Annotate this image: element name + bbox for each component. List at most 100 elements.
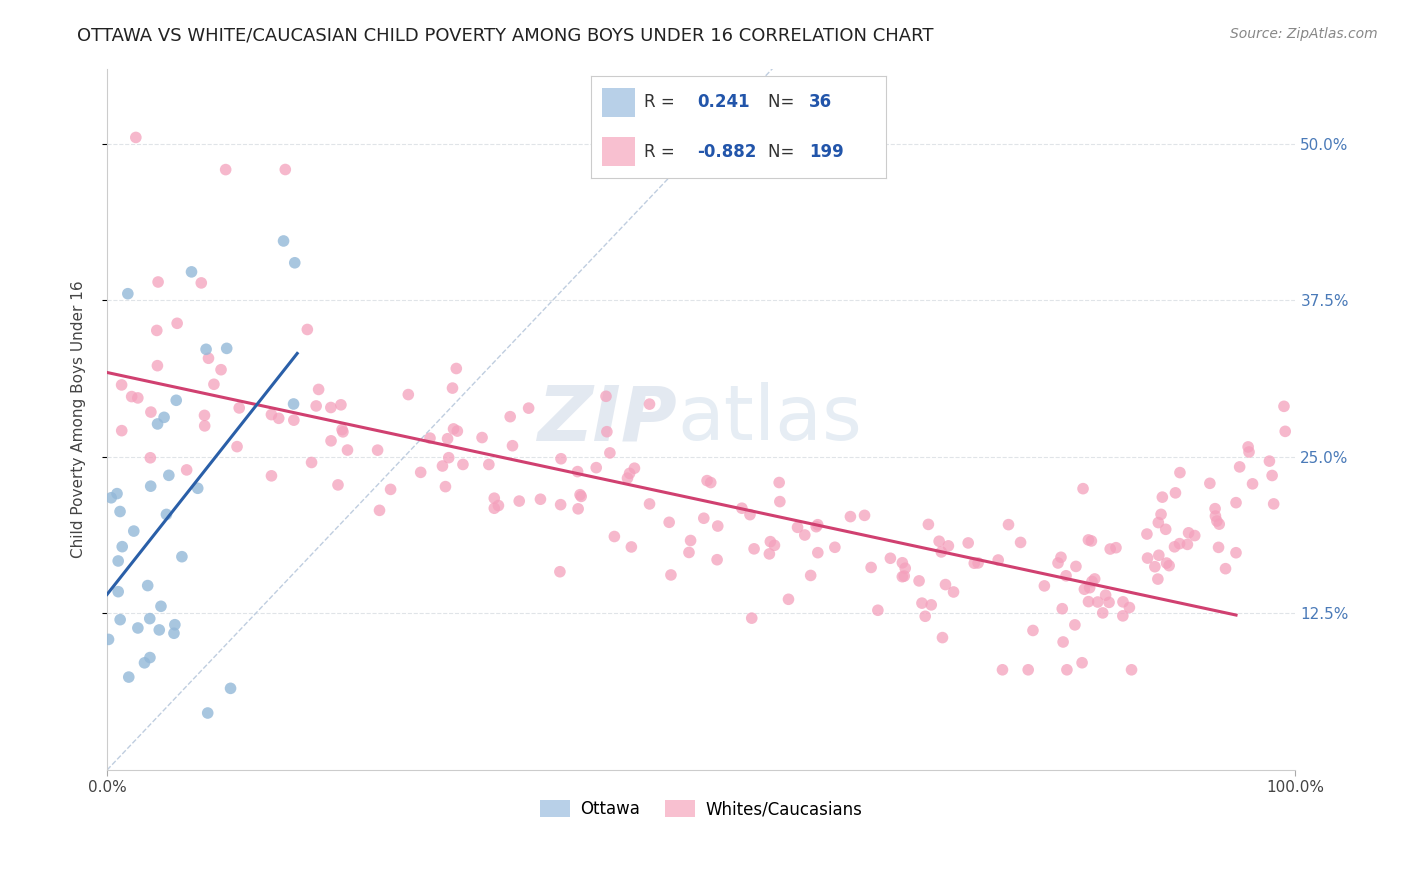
Point <box>824 541 846 555</box>
Point <box>929 545 952 559</box>
Point <box>759 534 782 549</box>
Point <box>778 592 800 607</box>
Text: -0.882: -0.882 <box>697 143 756 161</box>
Point <box>1064 559 1087 574</box>
Point <box>100 491 122 505</box>
Point <box>319 434 342 448</box>
Point <box>1010 535 1032 549</box>
Point <box>550 498 572 512</box>
Point <box>569 490 592 504</box>
Point <box>1177 525 1199 540</box>
Point <box>1225 496 1247 510</box>
Point <box>638 497 661 511</box>
Point <box>1098 595 1121 609</box>
Point <box>1136 527 1159 541</box>
Point <box>1150 508 1173 522</box>
Point <box>550 451 572 466</box>
Point <box>197 351 219 366</box>
Point <box>931 631 953 645</box>
Point <box>125 130 148 145</box>
Point <box>330 423 353 437</box>
Text: OTTAWA VS WHITE/CAUCASIAN CHILD POVERTY AMONG BOYS UNDER 16 CORRELATION CHART: OTTAWA VS WHITE/CAUCASIAN CHILD POVERTY … <box>77 27 934 45</box>
Point <box>853 508 876 523</box>
Point <box>301 455 323 469</box>
Point <box>807 546 830 560</box>
Point <box>165 393 187 408</box>
Point <box>153 410 176 425</box>
Point <box>1033 579 1056 593</box>
Point <box>741 611 763 625</box>
Point <box>1229 459 1251 474</box>
Point <box>228 401 250 415</box>
Point <box>283 397 305 411</box>
Point <box>419 431 441 445</box>
Text: 36: 36 <box>808 94 832 112</box>
Point <box>957 536 980 550</box>
Point <box>1054 568 1077 582</box>
Point <box>696 474 718 488</box>
Point <box>446 424 468 438</box>
Point <box>508 494 530 508</box>
Point <box>432 458 454 473</box>
Point <box>928 534 950 549</box>
Point <box>963 556 986 570</box>
Point <box>620 540 643 554</box>
Point <box>155 508 177 522</box>
Point <box>139 450 162 465</box>
Point <box>163 626 186 640</box>
Point <box>146 275 169 289</box>
Point <box>934 577 956 591</box>
Point <box>139 612 162 626</box>
Point <box>471 431 494 445</box>
Point <box>1077 594 1099 608</box>
Point <box>596 425 619 439</box>
Point <box>866 603 889 617</box>
Point <box>967 556 990 570</box>
Point <box>1164 486 1187 500</box>
Point <box>329 398 352 412</box>
Point <box>1204 501 1226 516</box>
Point <box>121 390 143 404</box>
Point <box>1080 533 1102 548</box>
Point <box>1184 528 1206 542</box>
Point <box>1105 541 1128 555</box>
Text: 199: 199 <box>808 143 844 161</box>
Point <box>1073 582 1095 597</box>
Point <box>260 408 283 422</box>
Point <box>149 599 172 614</box>
Point <box>1050 550 1073 565</box>
Point <box>274 162 297 177</box>
Point <box>139 650 162 665</box>
Point <box>441 381 464 395</box>
Point <box>800 568 823 582</box>
Point <box>1237 445 1260 459</box>
Point <box>176 463 198 477</box>
Point <box>1094 588 1116 602</box>
Point <box>1071 482 1094 496</box>
Point <box>446 361 468 376</box>
Point <box>1163 540 1185 554</box>
Point <box>434 480 457 494</box>
Point <box>148 623 170 637</box>
Point <box>1263 497 1285 511</box>
Point <box>1274 425 1296 439</box>
Legend: Ottawa, Whites/Caucasians: Ottawa, Whites/Caucasians <box>534 793 869 825</box>
Point <box>1112 608 1135 623</box>
Point <box>187 481 209 495</box>
Point <box>332 425 354 439</box>
Point <box>679 533 702 548</box>
Point <box>1272 400 1295 414</box>
Point <box>319 401 342 415</box>
Point <box>706 552 728 566</box>
Point <box>529 492 551 507</box>
Point <box>1261 468 1284 483</box>
Point <box>1147 548 1170 562</box>
Point <box>758 547 780 561</box>
Point <box>807 517 830 532</box>
Text: N=: N= <box>768 94 799 112</box>
Point <box>396 387 419 401</box>
Point <box>1208 541 1230 555</box>
Point <box>1022 624 1045 638</box>
Point <box>297 322 319 336</box>
Point <box>793 528 815 542</box>
